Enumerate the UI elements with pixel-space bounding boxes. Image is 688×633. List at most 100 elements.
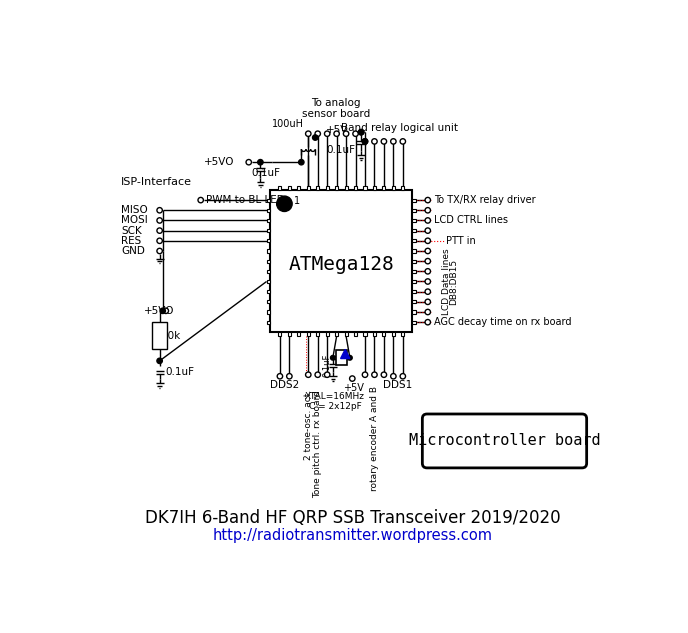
Bar (354, 186, 357, 190)
Text: ISP-Interface: ISP-Interface (121, 177, 192, 187)
Circle shape (425, 228, 431, 234)
Circle shape (381, 372, 387, 377)
Bar (412, 249, 416, 253)
Circle shape (358, 130, 364, 135)
Bar (266, 280, 270, 283)
Bar (279, 186, 281, 190)
Bar (412, 199, 416, 202)
Bar (412, 290, 416, 293)
Text: 1: 1 (294, 196, 300, 206)
Text: +5V: +5V (325, 125, 348, 135)
Bar (266, 229, 270, 232)
Text: DB8:DB15: DB8:DB15 (449, 258, 458, 304)
Bar (412, 209, 416, 212)
Text: Microcontroller board: Microcontroller board (409, 434, 601, 448)
Text: LCD Data lines: LCD Data lines (442, 248, 451, 315)
Text: 10k: 10k (162, 331, 181, 341)
Circle shape (157, 228, 162, 234)
Text: Tone pitch ctrl. rx board: Tone pitch ctrl. rx board (313, 390, 322, 498)
Circle shape (163, 308, 169, 313)
Text: DDS1: DDS1 (383, 380, 413, 391)
Bar (266, 249, 270, 253)
Bar (266, 199, 270, 202)
Bar (336, 350, 347, 365)
Circle shape (258, 160, 263, 165)
Circle shape (425, 218, 431, 223)
Bar (288, 186, 291, 190)
Bar (325, 186, 329, 190)
Circle shape (350, 376, 355, 381)
Circle shape (325, 372, 330, 377)
Bar (307, 332, 310, 336)
Text: To analog
sensor board: To analog sensor board (301, 97, 370, 119)
Text: ATMega128: ATMega128 (288, 256, 394, 275)
Text: +5VO: +5VO (204, 157, 235, 167)
Text: MISO: MISO (121, 205, 148, 215)
Text: RES: RES (121, 236, 141, 246)
Circle shape (343, 131, 349, 136)
Bar (354, 332, 357, 336)
Bar (412, 280, 416, 283)
Text: 0.1uF: 0.1uF (166, 367, 195, 377)
Circle shape (381, 139, 387, 144)
Circle shape (277, 373, 283, 379)
Bar (335, 186, 338, 190)
Circle shape (305, 131, 311, 136)
Circle shape (277, 196, 292, 211)
Bar (383, 332, 385, 336)
Bar (297, 332, 301, 336)
Bar (266, 209, 270, 212)
Text: 0.1uF: 0.1uF (252, 168, 281, 178)
Circle shape (425, 208, 431, 213)
Circle shape (425, 320, 431, 325)
Bar (412, 310, 416, 313)
Circle shape (157, 238, 162, 244)
Text: 2 tone-osc. act.: 2 tone-osc. act. (304, 390, 313, 460)
Circle shape (299, 160, 304, 165)
Bar (391, 186, 395, 190)
Bar (266, 300, 270, 303)
Text: AGC decay time on rx board: AGC decay time on rx board (434, 317, 572, 327)
Bar (297, 186, 301, 190)
Text: Band relay logical unit: Band relay logical unit (341, 123, 458, 134)
Bar (345, 332, 347, 336)
Bar (266, 290, 270, 293)
Bar (335, 332, 338, 336)
Circle shape (363, 139, 367, 144)
Text: DDS2: DDS2 (270, 380, 299, 391)
Bar (412, 270, 416, 273)
Circle shape (347, 356, 352, 360)
Circle shape (363, 372, 367, 377)
Text: GND: GND (121, 246, 144, 256)
Circle shape (312, 135, 318, 141)
FancyBboxPatch shape (422, 414, 587, 468)
Bar (412, 229, 416, 232)
Circle shape (425, 258, 431, 264)
Bar (345, 186, 347, 190)
Circle shape (315, 131, 321, 136)
Circle shape (400, 139, 405, 144)
Bar (363, 332, 367, 336)
Text: PTT in: PTT in (447, 236, 476, 246)
Bar (325, 332, 329, 336)
Circle shape (425, 238, 431, 244)
Bar (307, 186, 310, 190)
Text: DK7IH 6-Band HF QRP SSB Transceiver 2019/2020: DK7IH 6-Band HF QRP SSB Transceiver 2019… (144, 509, 561, 527)
Circle shape (400, 373, 405, 379)
Circle shape (363, 139, 367, 144)
Bar (152, 322, 167, 349)
Text: SCK: SCK (121, 225, 142, 235)
Circle shape (305, 372, 311, 377)
Text: +5VO: +5VO (144, 306, 175, 316)
Bar (401, 332, 405, 336)
Circle shape (157, 218, 162, 223)
Text: XTAL=16MHz
C = 2x12pF: XTAL=16MHz C = 2x12pF (305, 392, 365, 411)
Bar (266, 321, 270, 323)
Circle shape (157, 208, 162, 213)
Bar (279, 332, 281, 336)
Bar (316, 186, 319, 190)
Circle shape (287, 373, 292, 379)
Circle shape (425, 197, 431, 203)
Bar (412, 321, 416, 323)
Circle shape (160, 308, 165, 313)
